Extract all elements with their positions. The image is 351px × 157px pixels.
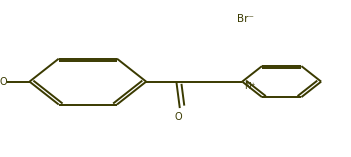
Text: O: O (0, 77, 8, 87)
Text: N⁺: N⁺ (244, 82, 256, 91)
Text: Br⁻: Br⁻ (237, 14, 254, 24)
Text: O: O (174, 112, 182, 122)
